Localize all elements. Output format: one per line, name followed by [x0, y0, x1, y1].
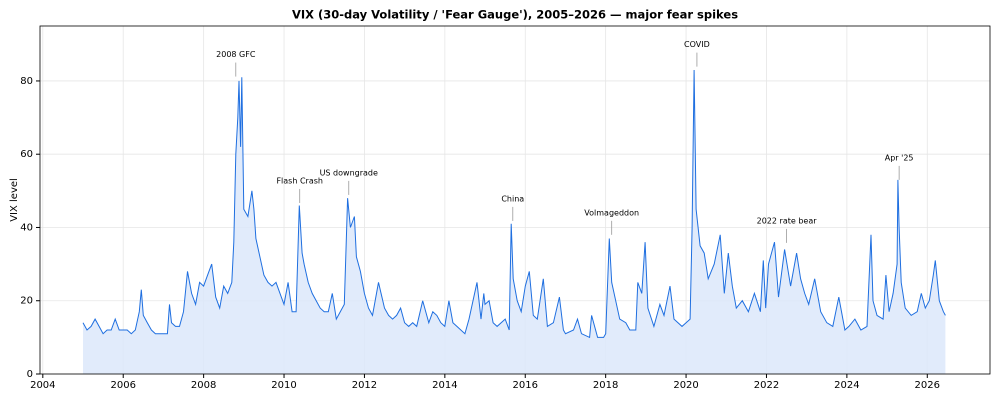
y-axis-label: VIX level	[9, 178, 20, 222]
x-tick-label: 2026	[915, 380, 940, 391]
x-tick-label: 2004	[30, 380, 55, 391]
y-tick-label: 80	[20, 76, 33, 87]
x-tick-label: 2024	[834, 380, 859, 391]
y-tick-label: 0	[27, 369, 33, 380]
chart-title: VIX (30-day Volatility / 'Fear Gauge'), …	[292, 8, 738, 22]
x-tick-label: 2008	[191, 380, 216, 391]
plot-frame	[39, 25, 991, 375]
x-tick-label: 2006	[110, 380, 135, 391]
x-tick-label: 2022	[754, 380, 779, 391]
x-tick-label: 2020	[673, 380, 698, 391]
y-tick-label: 60	[20, 149, 33, 160]
line	[82, 69, 946, 339]
x-tick-label: 2018	[593, 380, 618, 391]
y-tick-label: 40	[20, 222, 33, 233]
y-tick-label: 20	[20, 296, 33, 307]
annotation: Flash Crash	[276, 176, 323, 185]
annotation: China	[501, 194, 524, 203]
annotation: 2008 GFC	[216, 50, 256, 59]
annotation: Apr '25	[885, 153, 914, 162]
x-tick-label: 2010	[271, 380, 296, 391]
annotation: US downgrade	[320, 168, 378, 177]
x-tick-label: 2016	[513, 380, 538, 391]
x-tick-label: 2012	[352, 380, 377, 391]
annotation: Volmageddon	[584, 208, 639, 217]
area	[83, 70, 946, 374]
x-tick-label: 2014	[432, 380, 457, 391]
annotation: COVID	[684, 40, 710, 49]
annotation: 2022 rate bear	[757, 216, 818, 225]
